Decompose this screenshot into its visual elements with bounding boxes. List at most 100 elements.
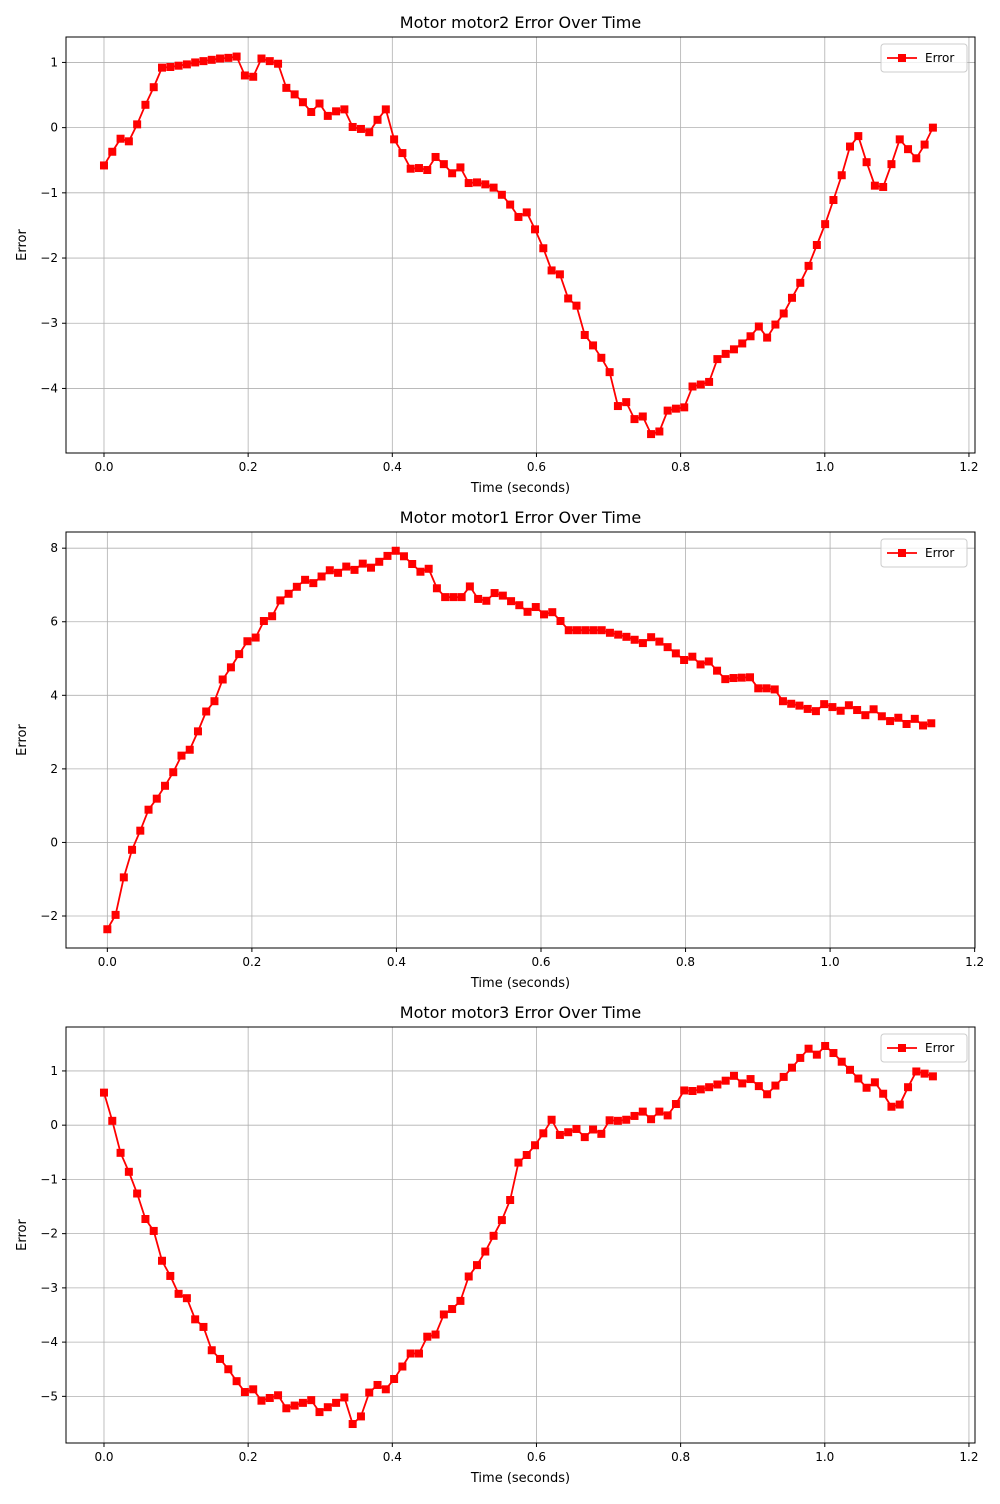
data-point bbox=[844, 701, 853, 710]
data-point bbox=[919, 721, 928, 730]
y-tick-label: 0 bbox=[50, 1118, 58, 1132]
data-point bbox=[738, 1079, 747, 1088]
y-tick-label: 4 bbox=[50, 688, 58, 702]
data-point bbox=[464, 179, 473, 188]
data-point bbox=[680, 656, 689, 664]
data-point bbox=[274, 59, 283, 68]
y-tick-label: −4 bbox=[40, 381, 58, 395]
data-point bbox=[474, 594, 483, 603]
data-point bbox=[540, 610, 549, 619]
data-point bbox=[787, 1063, 796, 1072]
data-point bbox=[431, 152, 440, 161]
chart-title: Motor motor3 Error Over Time bbox=[400, 1003, 641, 1022]
data-point bbox=[199, 57, 208, 66]
data-point bbox=[522, 208, 531, 217]
data-point bbox=[216, 1354, 225, 1363]
data-point bbox=[472, 178, 481, 187]
data-point bbox=[472, 1261, 481, 1270]
data-point bbox=[399, 552, 408, 561]
data-point bbox=[887, 1102, 896, 1111]
data-point bbox=[904, 145, 913, 154]
data-point bbox=[292, 582, 301, 591]
legend-label: Error bbox=[925, 1041, 954, 1055]
data-point bbox=[108, 1116, 117, 1125]
subplot: 0.0 0.2 0.4 0.6 0.8 1.0 1.2 −4 −3 −2 −1 0 1 Motor mot… bbox=[15, 13, 978, 496]
data-point bbox=[119, 873, 128, 882]
data-point bbox=[290, 1401, 299, 1410]
data-point bbox=[332, 1398, 341, 1407]
data-point bbox=[622, 1115, 631, 1124]
data-point bbox=[207, 55, 216, 64]
data-point bbox=[498, 591, 507, 600]
data-point bbox=[265, 57, 274, 66]
data-point bbox=[284, 589, 293, 598]
data-point bbox=[605, 628, 614, 637]
data-point bbox=[904, 1083, 913, 1092]
data-point bbox=[224, 1365, 233, 1374]
data-point bbox=[358, 559, 367, 568]
legend-label: Error bbox=[925, 51, 954, 65]
data-point bbox=[332, 107, 341, 116]
data-point bbox=[232, 52, 241, 61]
data-point bbox=[193, 727, 202, 736]
x-tick-label: 0.4 bbox=[387, 955, 406, 969]
plot-area bbox=[66, 37, 975, 453]
data-point bbox=[779, 309, 788, 318]
data-point bbox=[622, 398, 631, 407]
legend-label: Error bbox=[925, 546, 954, 560]
subplot: 0.0 0.2 0.4 0.6 0.8 1.0 1.2 −5 −4 −3 −2 −1 0 1 Motor m… bbox=[15, 1003, 978, 1486]
x-tick-label: 1.2 bbox=[965, 955, 984, 969]
data-point bbox=[895, 1100, 904, 1109]
data-point bbox=[210, 697, 219, 706]
y-tick-label: 1 bbox=[50, 55, 58, 69]
data-point bbox=[340, 105, 349, 114]
data-point bbox=[821, 1041, 830, 1050]
data-point bbox=[108, 147, 117, 156]
data-point bbox=[803, 704, 812, 713]
data-point bbox=[506, 1196, 515, 1205]
data-point bbox=[141, 100, 150, 109]
data-point bbox=[737, 673, 746, 682]
data-point bbox=[887, 160, 896, 169]
data-point bbox=[191, 1315, 200, 1324]
data-point bbox=[456, 163, 465, 172]
data-point bbox=[522, 1151, 531, 1159]
data-point bbox=[356, 124, 365, 133]
data-point bbox=[555, 270, 564, 279]
data-point bbox=[713, 666, 722, 675]
data-point bbox=[638, 639, 647, 648]
data-point bbox=[465, 582, 474, 591]
data-point bbox=[174, 1289, 183, 1298]
legend-box bbox=[880, 1033, 968, 1063]
data-point bbox=[464, 1272, 473, 1281]
data-point bbox=[729, 1071, 738, 1080]
data-point bbox=[812, 1050, 821, 1059]
data-point bbox=[490, 589, 499, 598]
data-point bbox=[539, 244, 548, 253]
data-point bbox=[116, 134, 125, 143]
data-point bbox=[547, 1115, 556, 1124]
data-point bbox=[920, 1069, 929, 1078]
data-point bbox=[182, 1294, 191, 1303]
data-point bbox=[713, 1080, 722, 1089]
data-point bbox=[456, 1296, 465, 1305]
data-point bbox=[365, 128, 374, 137]
data-point bbox=[224, 53, 233, 62]
data-point bbox=[879, 182, 888, 191]
data-point bbox=[671, 404, 680, 413]
data-point bbox=[597, 353, 606, 362]
data-point bbox=[350, 565, 359, 574]
data-point bbox=[448, 1305, 457, 1314]
data-point bbox=[315, 1408, 324, 1417]
data-point bbox=[771, 320, 780, 329]
x-tick-label: 0.4 bbox=[383, 1450, 402, 1464]
data-point bbox=[398, 149, 407, 158]
data-point bbox=[613, 1116, 622, 1125]
data-point bbox=[383, 551, 392, 560]
data-point bbox=[133, 120, 142, 129]
data-point bbox=[216, 54, 225, 63]
data-point bbox=[580, 330, 589, 339]
data-point bbox=[811, 707, 820, 716]
data-point bbox=[572, 1124, 581, 1133]
data-point bbox=[116, 1148, 125, 1157]
